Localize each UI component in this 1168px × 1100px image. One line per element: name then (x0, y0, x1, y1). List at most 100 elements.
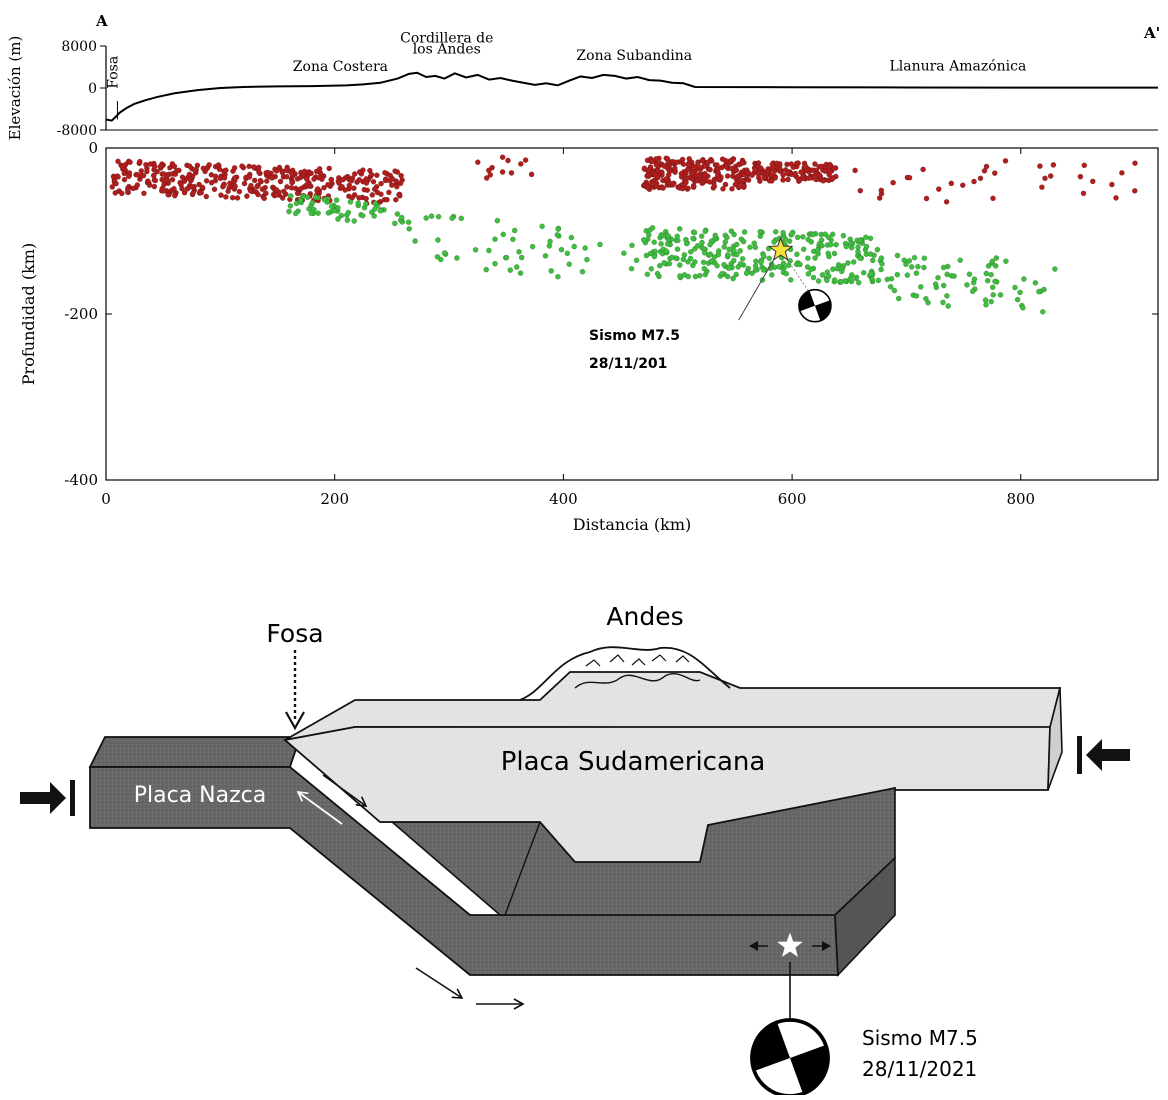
event-date: 28/11/201 (589, 356, 667, 372)
intermediate-quake-point (1020, 304, 1026, 311)
intermediate-quake-point (597, 241, 603, 248)
intermediate-quake-point (441, 250, 448, 256)
shallow-quake-point (119, 163, 126, 170)
intermediate-quake-point (1052, 266, 1058, 272)
elevation-annotation: Zona Costera (293, 59, 388, 75)
intermediate-quake-point (500, 231, 507, 238)
shallow-quake-point (690, 183, 697, 190)
intermediate-quake-point (814, 247, 821, 254)
shallow-quake-point (971, 178, 977, 185)
intermediate-quake-point (311, 206, 317, 213)
shallow-quake-point (171, 185, 177, 192)
section-end-label: A' (1143, 24, 1160, 42)
shallow-quake-point (830, 175, 836, 182)
intermediate-quake-point (325, 210, 332, 216)
intermediate-quake-point (654, 270, 661, 277)
intermediate-quake-point (733, 251, 740, 258)
shallow-quake-point (136, 158, 143, 165)
shallow-quake-point (146, 182, 153, 188)
focal-mechanism-beachball-icon (798, 288, 832, 323)
intermediate-quake-point (437, 256, 444, 263)
shallow-quake-point (757, 178, 763, 184)
intermediate-quake-point (333, 197, 340, 203)
shallow-quake-point (151, 163, 158, 170)
shallow-quake-point (125, 173, 132, 180)
intermediate-quake-point (739, 255, 746, 262)
intermediate-quake-point (982, 297, 989, 303)
shallow-quake-point (369, 192, 376, 198)
shallow-quake-point (826, 163, 833, 170)
intermediate-quake-point (940, 299, 946, 306)
shallow-quake-point (141, 190, 147, 197)
intermediate-quake-point (921, 264, 927, 271)
shallow-quake-point (356, 176, 363, 183)
intermediate-quake-point (698, 233, 705, 239)
shallow-quake-point (392, 196, 399, 203)
intermediate-quake-point (857, 255, 864, 262)
intermediate-quake-point (983, 301, 989, 308)
intermediate-quake-point (507, 267, 514, 273)
shallow-quake-point (384, 196, 390, 203)
intermediate-quake-point (964, 281, 970, 288)
intermediate-quake-point (633, 257, 640, 264)
intermediate-quake-point (800, 246, 807, 252)
intermediate-quake-point (838, 278, 845, 285)
shallow-quake-point (273, 186, 280, 193)
shallow-quake-point (695, 159, 701, 166)
intermediate-quake-point (824, 277, 830, 284)
shallow-quake-point (204, 165, 210, 172)
shallow-quake-point (758, 165, 764, 171)
andes-label: Andes (606, 602, 683, 631)
intermediate-quake-point (731, 247, 737, 254)
trench-label: Fosa (266, 619, 323, 648)
intermediate-quake-point (984, 277, 991, 284)
intermediate-quake-point (969, 288, 976, 295)
intermediate-quake-point (371, 206, 378, 212)
shallow-quake-point (1039, 184, 1045, 190)
shallow-quake-point (1132, 187, 1138, 194)
shallow-quake-point (378, 191, 384, 197)
elevation-axis-label: Elevación (m) (6, 36, 24, 141)
intermediate-quake-point (665, 232, 672, 239)
intermediate-quake-point (988, 298, 995, 305)
shallow-quake-point (140, 172, 147, 179)
shallow-quake-point (943, 198, 950, 205)
intermediate-quake-point (658, 240, 664, 247)
intermediate-quake-point (989, 284, 996, 291)
intermediate-quake-point (831, 250, 838, 257)
intermediate-quake-point (735, 264, 742, 270)
intermediate-quake-point (747, 244, 753, 250)
shallow-quake-point (138, 168, 145, 174)
intermediate-quake-point (780, 260, 787, 267)
intermediate-quake-point (850, 259, 857, 265)
shallow-quake-point (157, 163, 164, 170)
shallow-quake-point (254, 183, 261, 190)
shallow-quake-point (1037, 163, 1043, 169)
intermediate-quake-point (571, 243, 578, 250)
intermediate-quake-point (810, 231, 816, 238)
distance-tick-label: 0 (101, 490, 111, 508)
intermediate-quake-point (819, 272, 826, 278)
shallow-quake-point (923, 195, 930, 202)
shallow-quake-point (772, 175, 779, 181)
trench-arrow-head (285, 711, 305, 731)
intermediate-quake-point (676, 225, 683, 232)
slab-motion-arrow-icon (415, 967, 464, 999)
shallow-quake-point (398, 172, 404, 179)
shallow-quake-point (371, 186, 378, 192)
shallow-quake-point (397, 180, 404, 187)
elevation-tick-label: 0 (88, 81, 97, 97)
intermediate-quake-point (648, 265, 655, 272)
shallow-quake-point (806, 175, 812, 181)
intermediate-quake-point (721, 261, 727, 268)
intermediate-quake-point (993, 255, 1000, 261)
intermediate-quake-point (558, 246, 565, 253)
intermediate-quake-point (810, 274, 817, 281)
shallow-quake-point (711, 183, 718, 189)
shallow-quake-point (186, 163, 193, 169)
intermediate-quake-point (730, 275, 736, 282)
intermediate-quake-point (869, 257, 876, 264)
intermediate-quake-point (328, 203, 335, 210)
shallow-quake-point (741, 183, 747, 189)
